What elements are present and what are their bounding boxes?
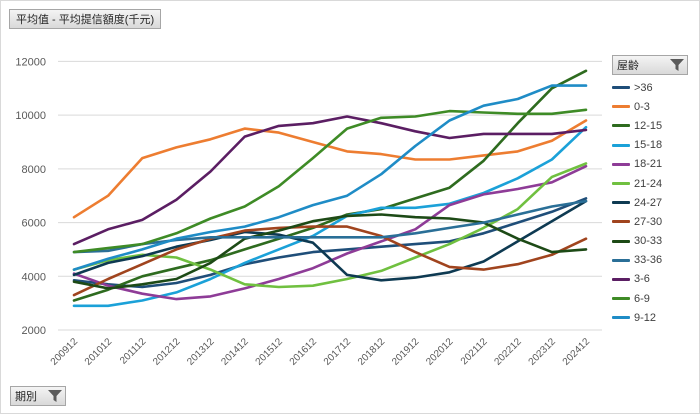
legend-filter-funnel-icon[interactable] bbox=[667, 56, 687, 74]
axis-filter-funnel-icon[interactable] bbox=[45, 387, 65, 405]
legend-swatch bbox=[612, 239, 630, 243]
legend-label: 12-15 bbox=[634, 119, 663, 132]
legend-label: 24-27 bbox=[634, 196, 663, 209]
legend-field-button[interactable]: 屋齡 bbox=[612, 55, 688, 75]
legend-label: 33-36 bbox=[634, 254, 663, 267]
legend-swatch bbox=[612, 105, 630, 109]
legend-field-label: 屋齡 bbox=[617, 60, 639, 72]
legend-item: >36 bbox=[612, 78, 692, 97]
legend-label: 15-18 bbox=[634, 139, 663, 152]
legend-swatch bbox=[612, 277, 630, 281]
legend-label: 6-9 bbox=[634, 292, 650, 305]
legend-item: 27-30 bbox=[612, 212, 692, 231]
legend-label: 18-21 bbox=[634, 158, 663, 171]
legend-swatch bbox=[612, 258, 630, 262]
legend-label: 27-30 bbox=[634, 215, 663, 228]
legend-item: 18-21 bbox=[612, 155, 692, 174]
legend-swatch bbox=[612, 201, 630, 205]
legend-swatch bbox=[612, 316, 630, 320]
value-field-label: 平均值 - 平均提信額度(千元) bbox=[16, 14, 155, 26]
legend-label: 30-33 bbox=[634, 235, 663, 248]
legend-item: 21-24 bbox=[612, 174, 692, 193]
legend-item: 9-12 bbox=[612, 308, 692, 327]
legend-item: 30-33 bbox=[612, 232, 692, 251]
legend-item: 33-36 bbox=[612, 251, 692, 270]
legend-swatch bbox=[612, 143, 630, 147]
legend-label: 9-12 bbox=[634, 311, 657, 324]
legend-swatch bbox=[612, 86, 630, 90]
legend-label: 3-6 bbox=[634, 273, 650, 286]
legend-swatch bbox=[612, 220, 630, 224]
legend-swatch bbox=[612, 124, 630, 128]
legend-item: 0-3 bbox=[612, 97, 692, 116]
legend-item: 3-6 bbox=[612, 270, 692, 289]
legend-label: 21-24 bbox=[634, 177, 663, 190]
legend-swatch bbox=[612, 182, 630, 186]
axis-field-label: 期別 bbox=[15, 391, 37, 403]
legend: >36 0-3 12-15 15-18 18-21 21-24 24-27 27-30 30-3… bbox=[612, 78, 692, 327]
legend-swatch bbox=[612, 297, 630, 301]
legend-item: 6-9 bbox=[612, 289, 692, 308]
legend-swatch bbox=[612, 162, 630, 166]
axis-field-button[interactable]: 期別 bbox=[10, 386, 66, 406]
legend-item: 24-27 bbox=[612, 193, 692, 212]
legend-label: 0-3 bbox=[634, 100, 650, 113]
legend-item: 15-18 bbox=[612, 136, 692, 155]
legend-item: 12-15 bbox=[612, 116, 692, 135]
legend-label: >36 bbox=[634, 81, 653, 94]
value-field-button[interactable]: 平均值 - 平均提信額度(千元) bbox=[9, 9, 162, 29]
